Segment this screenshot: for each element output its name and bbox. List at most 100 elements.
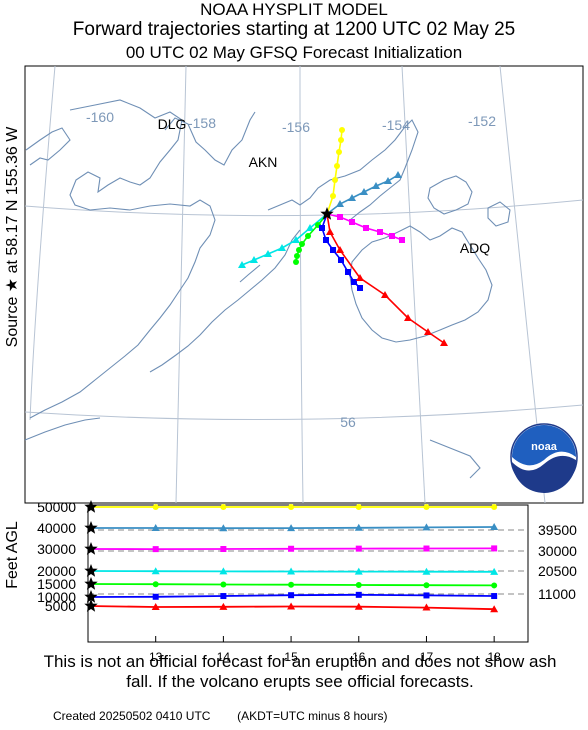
altitude-point	[151, 602, 160, 610]
trajectory-marker	[292, 236, 300, 243]
altitude-point	[152, 546, 159, 553]
start-star-icon	[84, 577, 98, 590]
trajectory-marker	[381, 291, 389, 298]
altitude-point	[422, 603, 431, 611]
trajectory-marker	[348, 194, 356, 201]
time-x-ticks: 13 14 15 16 17 18	[149, 636, 501, 664]
map-frame	[24, 65, 584, 504]
altitude-point	[423, 545, 430, 552]
time-tick-label: 15	[284, 650, 298, 664]
altitude-axis-title: Feet AGL	[4, 521, 21, 589]
altitude-point	[491, 593, 498, 600]
start-star-icon	[84, 542, 98, 555]
forecast-subtitle: 00 UTC 02 May GFSQ Forecast Initializati…	[125, 43, 463, 62]
altitude-point	[219, 602, 228, 610]
trajectory-paths	[238, 127, 448, 346]
altitude-point	[423, 504, 430, 510]
coastline-segment	[427, 175, 473, 215]
altitude-point	[423, 582, 430, 589]
trajectory-marker	[293, 259, 299, 265]
right-level-label: 39500	[538, 522, 577, 538]
longitude-label: -152	[468, 113, 496, 129]
altitude-point	[490, 605, 499, 613]
trajectory-marker	[332, 177, 338, 183]
altitude-point	[288, 581, 295, 588]
altitude-tick-label: 10000	[37, 589, 76, 605]
altitude-point	[355, 581, 362, 588]
meridian-line	[299, 65, 304, 504]
altitude-point	[220, 581, 227, 588]
trajectory-marker	[238, 261, 246, 268]
trajectory-marker	[360, 188, 368, 195]
altitude-point	[152, 593, 159, 600]
altitude-point	[288, 504, 295, 510]
altitude-point	[288, 592, 295, 599]
trajectory-marker	[377, 229, 383, 235]
altitude-point	[220, 593, 227, 600]
right-level-label: 30000	[538, 543, 577, 559]
altitude-point	[355, 545, 362, 552]
altitude-tick-label: 15000	[37, 576, 76, 592]
start-star-icon	[84, 521, 98, 534]
trajectory-marker	[337, 214, 343, 220]
altitude-point	[151, 567, 160, 575]
altitude-point	[422, 567, 431, 575]
trajectory-marker	[349, 219, 355, 225]
trajectory-marker	[404, 314, 412, 321]
altitude-point	[152, 581, 159, 588]
altitude-tick-label: 40000	[37, 520, 76, 536]
trajectory-marker	[250, 256, 258, 263]
source-star-icon	[320, 207, 334, 220]
source-star-icon	[320, 207, 334, 220]
noaa-logo: noaa	[510, 423, 578, 493]
coastline-segment	[164, 111, 256, 166]
coastline-segment	[239, 264, 261, 283]
altitude-axis-title-text: Feet AGL	[4, 521, 21, 589]
altitude-point	[287, 602, 296, 610]
altitude-point	[152, 504, 159, 510]
trajectory-marker	[305, 233, 311, 239]
altitude-right-labels: 39500 30000 20500 11000	[538, 522, 577, 602]
longitude-label: -158	[188, 115, 216, 131]
coastline-segment	[29, 99, 216, 419]
logo-text: noaa	[531, 441, 558, 453]
time-tick-label: 16	[352, 650, 366, 664]
altitude-tick-label: 50000	[37, 499, 76, 515]
altitude-point	[219, 567, 228, 575]
trajectory-marker	[330, 193, 336, 199]
altitude-point	[220, 504, 227, 510]
longitude-label: -156	[282, 119, 310, 135]
altitude-point	[288, 545, 295, 552]
trajectory-marker	[336, 200, 344, 207]
trajectory-marker	[363, 225, 369, 231]
coastline-segment	[429, 439, 481, 479]
time-tick-label: 18	[487, 650, 501, 664]
trajectory-marker	[351, 279, 357, 285]
trajectory-marker	[384, 177, 392, 184]
altitude-point	[219, 524, 228, 532]
trajectory-marker	[306, 224, 314, 231]
disclaimer-text: This is not an official forecast for an …	[43, 652, 557, 691]
coastline-segment	[24, 417, 101, 441]
place-label: AKN	[249, 154, 278, 170]
created-timestamp: Created 20250502 0410 UTC (AKDT=UTC minu…	[53, 709, 388, 723]
trajectory-marker	[372, 182, 380, 189]
trajectory-marker	[278, 244, 286, 251]
altitude-point	[491, 545, 498, 552]
trajectory-marker	[330, 247, 336, 253]
right-level-label: 20500	[538, 563, 577, 579]
altitude-point	[354, 602, 363, 610]
trajectory-marker	[326, 228, 334, 235]
trajectory-marker	[424, 328, 432, 335]
start-star-icon	[84, 599, 98, 612]
trajectory-marker	[299, 241, 305, 247]
trajectory-marker	[356, 274, 364, 281]
map-panel: -160 -158 -156 -154 -152 56 DLG AKN ADQ noaa	[24, 65, 584, 504]
source-location-label: Source ★ at 58.17 N 155.36 W	[4, 126, 21, 348]
altitude-point	[491, 582, 498, 589]
coastline-segment	[349, 225, 493, 343]
altitude-point	[355, 591, 362, 598]
altitude-point	[490, 523, 499, 531]
